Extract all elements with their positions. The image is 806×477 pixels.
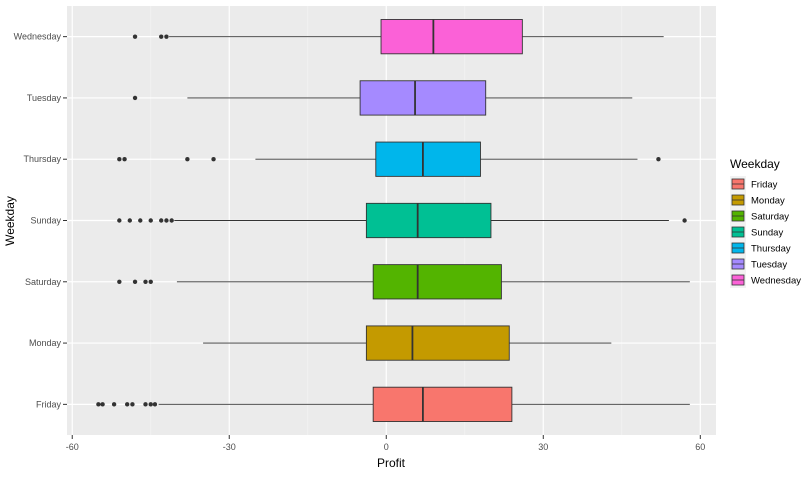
- iqr-box: [365, 325, 510, 361]
- outlier-point: [124, 402, 130, 407]
- legend-label: Saturday: [751, 212, 789, 223]
- x-tick-label: -30: [223, 442, 236, 452]
- legend-item-tuesday: Tuesday: [730, 256, 787, 272]
- outlier-point: [159, 218, 164, 223]
- outlier-point: [169, 218, 174, 223]
- legend-item-thursday: Thursday: [730, 240, 791, 256]
- y-tick-label: Saturday: [25, 277, 62, 287]
- legend-label: Friday: [751, 180, 778, 191]
- outlier-point: [132, 95, 138, 101]
- iqr-box: [375, 141, 481, 177]
- outlier-point: [164, 218, 169, 223]
- y-tick-label: Wednesday: [14, 32, 62, 42]
- y-tick-label: Friday: [36, 399, 62, 409]
- outlier-point: [132, 279, 138, 284]
- outlier-point: [132, 34, 138, 39]
- axes-layer: -60 -30 0 30 60 Friday Monday Saturday Sunday Thu…: [14, 32, 706, 452]
- iqr-box: [380, 19, 523, 55]
- legend-title: Weekday: [730, 157, 780, 171]
- legend-item-sunday: Sunday: [730, 224, 783, 240]
- outlier-point: [152, 402, 158, 407]
- y-tick-label: Thursday: [23, 154, 61, 164]
- outlier-point: [96, 402, 101, 407]
- y-tick-label: Sunday: [30, 216, 61, 226]
- iqr-box: [365, 202, 492, 239]
- x-tick-label: -60: [66, 442, 79, 452]
- outlier-point: [143, 402, 148, 407]
- legend-item-saturday: Saturday: [730, 208, 789, 224]
- outlier-point: [143, 279, 148, 284]
- legend-label: Tuesday: [751, 260, 787, 271]
- legend-label: Thursday: [751, 244, 791, 255]
- outlier-point: [127, 218, 133, 223]
- boxes-layer: [96, 19, 690, 422]
- outlier-point: [130, 402, 135, 407]
- x-tick-label: 30: [538, 442, 548, 452]
- legend-item-wednesday: Wednesday: [730, 272, 801, 288]
- x-axis-title: Profit: [377, 456, 406, 470]
- box-wednesday: [132, 19, 664, 55]
- legend-label: Wednesday: [751, 276, 801, 287]
- outlier-point: [138, 218, 143, 223]
- iqr-box: [359, 80, 487, 116]
- outlier-point: [148, 279, 153, 284]
- x-tick-label: 0: [384, 442, 389, 452]
- box-friday: [96, 386, 690, 422]
- outlier-point: [122, 157, 127, 162]
- y-tick-label: Monday: [29, 338, 62, 348]
- box-tuesday: [132, 80, 633, 116]
- legend-item-friday: Friday: [730, 176, 778, 192]
- outlier-point: [111, 402, 117, 407]
- outlier-point: [117, 218, 122, 223]
- outlier-point: [100, 402, 105, 407]
- outlier-point: [164, 34, 169, 39]
- box-thursday: [117, 141, 661, 177]
- outlier-point: [148, 218, 153, 223]
- outlier-point: [159, 34, 164, 39]
- y-axis-title: Weekday: [3, 196, 17, 246]
- legend-label: Monday: [751, 196, 785, 207]
- legend: Weekday Friday Monday Saturday Sunday Thursd…: [730, 157, 801, 288]
- y-tick-label: Tuesday: [27, 93, 62, 103]
- outlier-point: [656, 157, 661, 162]
- outlier-point: [682, 218, 687, 223]
- outlier-point: [148, 402, 153, 407]
- x-tick-label: 60: [695, 442, 705, 452]
- outlier-point: [117, 157, 122, 162]
- legend-items: Friday Monday Saturday Sunday Thursday Tuesda…: [730, 176, 801, 288]
- outlier-point: [211, 157, 216, 162]
- box-monday: [203, 325, 612, 361]
- box-saturday: [117, 264, 690, 300]
- iqr-box: [372, 386, 513, 422]
- legend-label: Sunday: [751, 228, 783, 239]
- iqr-box: [372, 264, 502, 300]
- legend-item-monday: Monday: [730, 192, 785, 208]
- outlier-point: [117, 279, 122, 284]
- box-sunday: [117, 202, 687, 239]
- outlier-point: [185, 157, 190, 162]
